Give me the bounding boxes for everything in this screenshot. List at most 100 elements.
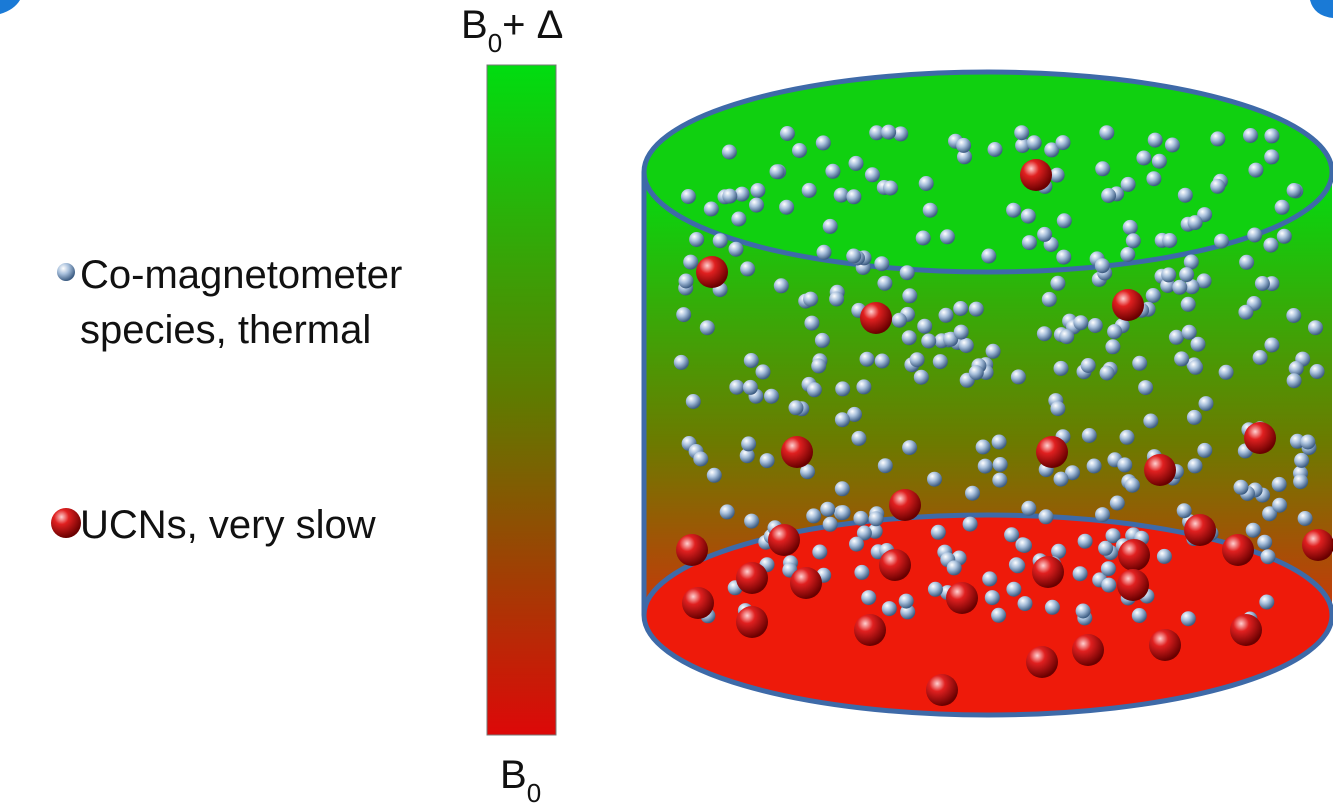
ucn-particle — [1020, 159, 1052, 191]
comagnetometer-particle — [957, 149, 972, 165]
comagnetometer-particle — [788, 400, 804, 416]
comagnetometer-particle — [741, 436, 757, 452]
comagnetometer-particle — [835, 381, 851, 397]
comagnetometer-particle — [769, 164, 785, 180]
label-suffix: + Δ — [502, 3, 563, 47]
comagnetometer-particle — [1264, 149, 1280, 165]
comagnetometer-particle — [883, 180, 898, 196]
comagnetometer-particle — [1197, 442, 1213, 458]
comagnetometer-particle — [1218, 364, 1234, 380]
comagnetometer-particle — [755, 364, 771, 380]
comagnetometer-particle — [1004, 527, 1020, 543]
comagnetometer-particle — [1179, 267, 1195, 283]
comagnetometer-particle — [1286, 373, 1302, 389]
comagnetometer-particle — [922, 202, 938, 218]
comagnetometer-particle — [1132, 355, 1148, 371]
comagnetometer-particle — [848, 155, 864, 171]
comagnetometer-particle — [1297, 511, 1313, 526]
comagnetometer-particle — [898, 593, 914, 609]
comagnetometer-particle — [877, 275, 893, 291]
comagnetometer-particle — [901, 330, 917, 346]
ucn-particle — [1072, 634, 1104, 666]
comagnetometer-particle — [740, 261, 756, 277]
ucn-particle — [1032, 556, 1064, 588]
comagnetometer-particle — [1038, 509, 1054, 525]
comagnetometer-particle — [1120, 247, 1136, 262]
comagnetometer-particle — [864, 167, 880, 183]
label-subscript: 0 — [488, 28, 502, 58]
comagnetometer-particle — [868, 511, 884, 527]
ucn-particle — [860, 302, 892, 334]
comagnetometer-particle — [731, 211, 747, 227]
comagnetometer-particle — [1014, 125, 1030, 141]
comagnetometer-particle — [773, 278, 789, 294]
comagnetometer-particle — [1101, 188, 1117, 203]
comagnetometer-particle — [1190, 336, 1206, 352]
ucn-particle — [1118, 539, 1150, 571]
comagnetometer-particle — [1056, 213, 1072, 229]
ucn-particle — [889, 489, 921, 521]
comagnetometer-particle — [1174, 351, 1190, 367]
comagnetometer-particle — [1109, 495, 1125, 511]
comagnetometer-particle — [811, 358, 827, 374]
comagnetometer-particle — [779, 126, 795, 141]
comagnetometer-particle — [1164, 137, 1180, 153]
ucn-particle — [736, 562, 768, 594]
comagnetometer-particle — [833, 187, 849, 203]
comagnetometer-particle — [825, 163, 841, 179]
comagnetometer-particle — [856, 525, 872, 541]
comagnetometer-particle — [1036, 326, 1052, 342]
comagnetometer-particle — [1041, 291, 1057, 307]
comagnetometer-particle — [977, 458, 993, 474]
ucn-particle — [879, 549, 911, 581]
comagnetometer-particle — [1086, 458, 1102, 474]
comagnetometer-particle — [759, 453, 775, 469]
comagnetometer-particle — [946, 560, 962, 576]
comagnetometer-particle — [816, 244, 832, 260]
ucn-particle — [1222, 534, 1254, 566]
comagnetometer-particle — [719, 504, 735, 520]
comagnetometer-particle — [1117, 457, 1133, 473]
comagnetometer-particle — [834, 412, 850, 428]
comagnetometer-particle — [1181, 324, 1197, 340]
comagnetometer-particle — [1073, 315, 1089, 331]
comagnetometer-particle — [1210, 131, 1226, 147]
comagnetometer-particle — [1147, 132, 1163, 148]
comagnetometer-particle — [1044, 599, 1060, 615]
comagnetometer-particle — [803, 291, 819, 307]
comagnetometer-particle — [877, 458, 893, 474]
comagnetometer-particle — [992, 457, 1008, 472]
comagnetometer-particle — [1120, 176, 1136, 192]
comagnetometer-particle — [881, 124, 897, 140]
comagnetometer-particle — [869, 125, 885, 141]
ucn-particle — [854, 614, 886, 646]
comagnetometer-particle — [1196, 273, 1212, 289]
comagnetometer-particle — [1183, 254, 1199, 270]
ucn-particle — [1117, 569, 1149, 601]
comagnetometer-particle — [742, 379, 758, 395]
comagnetometer-particle — [1095, 507, 1110, 523]
comagnetometer-particle — [792, 143, 807, 158]
comagnetometer-particle — [1072, 566, 1088, 582]
comagnetometer-particle — [1294, 452, 1310, 468]
comagnetometer-particle — [800, 464, 815, 480]
comagnetometer-particle — [1254, 276, 1270, 291]
comagnetometer-particle — [729, 379, 745, 395]
comagnetometer-particle — [1094, 258, 1110, 274]
comagnetometer-particle — [1233, 479, 1249, 495]
comagnetometer-particle — [801, 182, 817, 198]
cropped-shape — [1310, 0, 1333, 18]
comagnetometer-particle — [1077, 533, 1093, 549]
cropped-shape — [0, 0, 20, 14]
label-base: B — [461, 3, 488, 47]
comagnetometer-particle — [1162, 233, 1178, 248]
comagnetometer-particle — [909, 352, 925, 368]
comagnetometer-particle — [744, 513, 760, 529]
comagnetometer-particle — [1095, 161, 1111, 177]
comagnetometer-particle — [722, 188, 738, 204]
ucn-particle — [696, 256, 728, 288]
comagnetometer-particle — [1264, 128, 1280, 144]
comagnetometer-particle — [1210, 178, 1226, 194]
comagnetometer-particle — [1125, 233, 1141, 249]
comagnetometer-particle — [1271, 476, 1287, 492]
